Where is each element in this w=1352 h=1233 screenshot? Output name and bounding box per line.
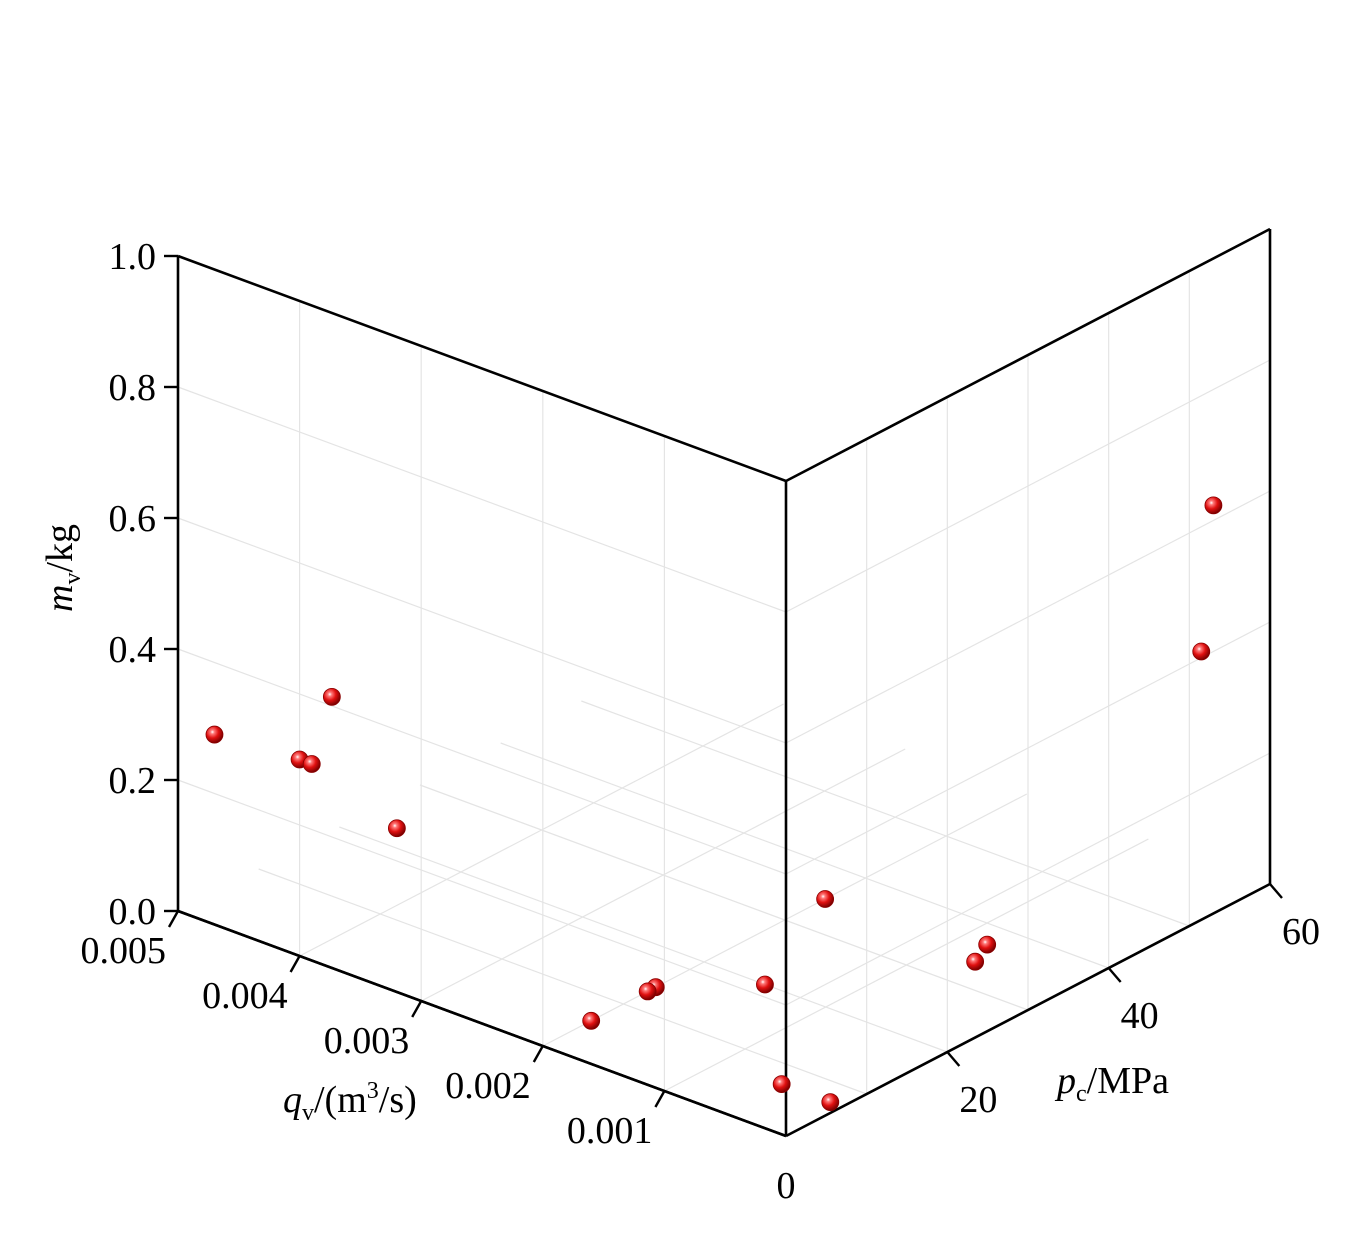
axes-frame [176,227,1272,1138]
x-tick-label: 0.005 [81,930,167,972]
grid-line [258,868,867,1095]
x-tick-label: 0.002 [445,1065,531,1107]
y-tick-label: 60 [1282,911,1320,953]
floor-left-edge [177,909,787,1138]
z-tick-label: 0.6 [109,498,157,540]
grid-line [581,700,1190,927]
y-tick [946,1051,961,1067]
data-point [1192,642,1211,661]
grid-line [177,779,787,1006]
x-tick [654,1090,666,1108]
data-point [772,1075,791,1093]
z-tick-label: 0.4 [109,629,157,671]
x-tick [532,1045,544,1063]
data-point [978,935,997,954]
top-right-edge [785,227,1271,483]
data-point [1204,496,1223,515]
z-tick-label: 1.0 [109,236,157,278]
data-point [821,1093,840,1111]
x-tick-label: 0.004 [202,975,288,1017]
y-tick [1269,883,1283,899]
data-points [205,496,1223,1111]
data-point [387,819,406,838]
grid-line [500,742,1109,969]
z-tick-label: 0.0 [109,891,157,933]
data-point [322,687,341,706]
axis-ticks [164,254,1283,1108]
data-point [816,890,835,908]
grid-lines [177,271,1271,1095]
x-tick [289,955,301,973]
grid-line [177,648,787,875]
y-tick-label: 20 [959,1079,997,1121]
data-point [582,1011,601,1030]
y-axis-title: pc/MPa [1054,1060,1169,1107]
grid-line [177,386,787,613]
z-tick-label: 0.8 [109,367,157,409]
x-tick [411,1000,423,1018]
y-tick [1107,967,1122,983]
grid-line [419,784,1029,1011]
z-tick-label: 0.2 [109,760,157,802]
x-axis-title: qv/(m3/s) [283,1078,417,1126]
top-left-edge [177,254,787,483]
data-point [756,975,774,994]
x-tick [167,910,180,928]
x-tick-label: 0.001 [567,1110,653,1152]
y-axis-line [785,882,1271,1138]
z-axis-title: mv/kg [39,524,86,612]
tick-labels: 0.0 0.2 0.4 0.6 0.8 1.0 0.001 0.002 0.003 0.004 0.… [81,236,1321,1207]
data-point [638,982,657,1001]
y-tick-label: 40 [1121,995,1159,1037]
data-point [966,952,985,971]
grid-line [177,517,787,744]
data-point [302,755,321,773]
x-tick-label: 0.003 [324,1020,410,1062]
data-point [205,725,224,744]
grid-line [339,826,948,1053]
y-tick-label: 0 [777,1165,796,1207]
